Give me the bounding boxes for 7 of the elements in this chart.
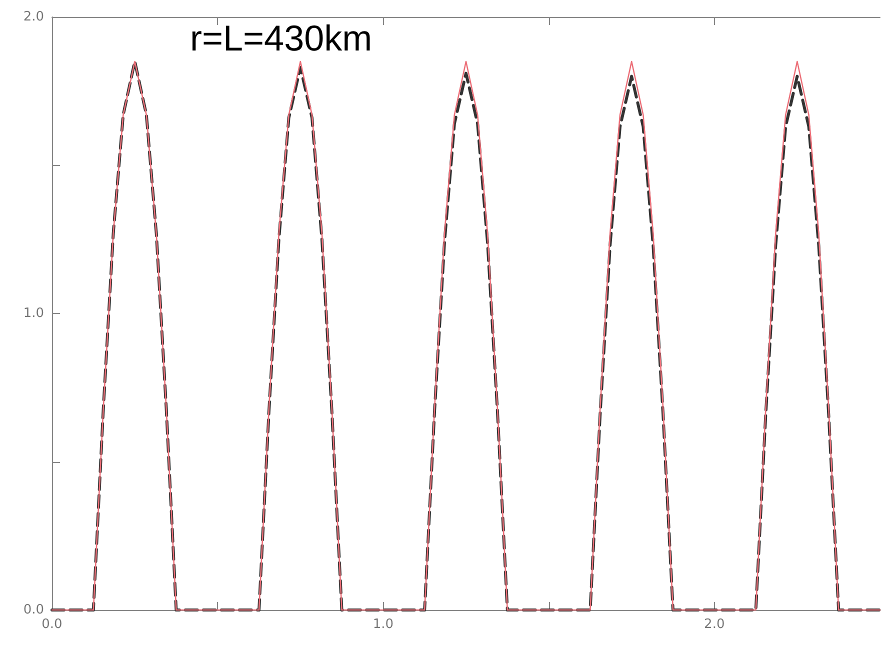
y-tick-label: 2.0 <box>23 10 44 24</box>
annotation: r=L=430km <box>190 18 372 58</box>
y-tick-label: 1.0 <box>23 306 44 321</box>
x-tick-label: 1.0 <box>372 617 394 632</box>
y-tick-label: 0.0 <box>23 602 44 618</box>
x-tick-label: 2.0 <box>704 617 725 632</box>
x-tick-label: 0.0 <box>42 617 62 632</box>
